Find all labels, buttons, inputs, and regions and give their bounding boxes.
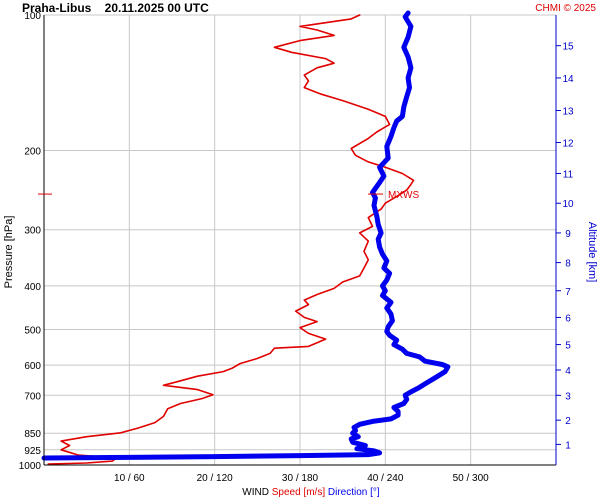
altitude-tick-label: 5 (565, 341, 571, 352)
pressure-tick-label: 700 (24, 391, 41, 402)
x-tick-label: 10 / 60 (114, 473, 145, 484)
chart-title: Praha-Libus 20.11.2025 00 UTC (22, 1, 209, 15)
altitude-tick-label: 2 (565, 416, 571, 427)
pressure-tick-label: 1000 (19, 461, 42, 472)
pressure-tick-label: 200 (24, 146, 41, 157)
altitude-tick-label: 11 (563, 169, 574, 180)
y2-axis-label: Altitude [km] (586, 222, 598, 283)
pressure-tick-label: 850 (24, 429, 41, 440)
altitude-tick-label: 6 (565, 313, 571, 324)
pressure-tick-label: 300 (24, 226, 41, 237)
x-tick-label: 20 / 120 (197, 473, 234, 484)
wind-direction-line (41, 10, 451, 461)
altitude-tick-label: 13 (562, 106, 574, 117)
x-label-direction: Direction [°] (328, 487, 380, 498)
altitude-tick-label: 12 (562, 138, 574, 149)
altitude-tick-label: 1 (565, 440, 571, 451)
wind-speed-line (47, 14, 415, 465)
altitude-tick-label: 3 (565, 391, 571, 402)
x-tick-label: 50 / 300 (453, 473, 490, 484)
x-tick-label: 40 / 240 (367, 473, 404, 484)
altitude-tick-label: 8 (565, 259, 571, 270)
pressure-tick-label: 500 (24, 326, 41, 337)
altitude-tick-label: 15 (562, 42, 574, 53)
altitude-tick-label: 10 (562, 199, 574, 210)
x-label-speed: Speed [m/s] (272, 487, 326, 498)
x-tick-label: 30 / 180 (282, 473, 319, 484)
pressure-tick-label: 400 (24, 282, 41, 293)
x-label-wind: WIND (242, 487, 269, 498)
altitude-tick-label: 14 (562, 74, 574, 85)
pressure-tick-label: 100 (24, 11, 41, 22)
x-axis-label: WIND Speed [m/s] Direction [°] (242, 487, 380, 498)
pressure-tick-label: 600 (24, 361, 41, 372)
altitude-tick-label: 7 (565, 287, 571, 298)
series-layer (41, 10, 451, 465)
mxws-label: MXWS (388, 190, 419, 201)
credit-label: CHMI © 2025 (535, 3, 596, 14)
altitude-tick-label: 9 (565, 229, 571, 240)
altitude-tick-label: 4 (565, 366, 571, 377)
pressure-tick-label: 925 (24, 446, 41, 457)
y-axis-label: Pressure [hPa] (3, 216, 15, 289)
